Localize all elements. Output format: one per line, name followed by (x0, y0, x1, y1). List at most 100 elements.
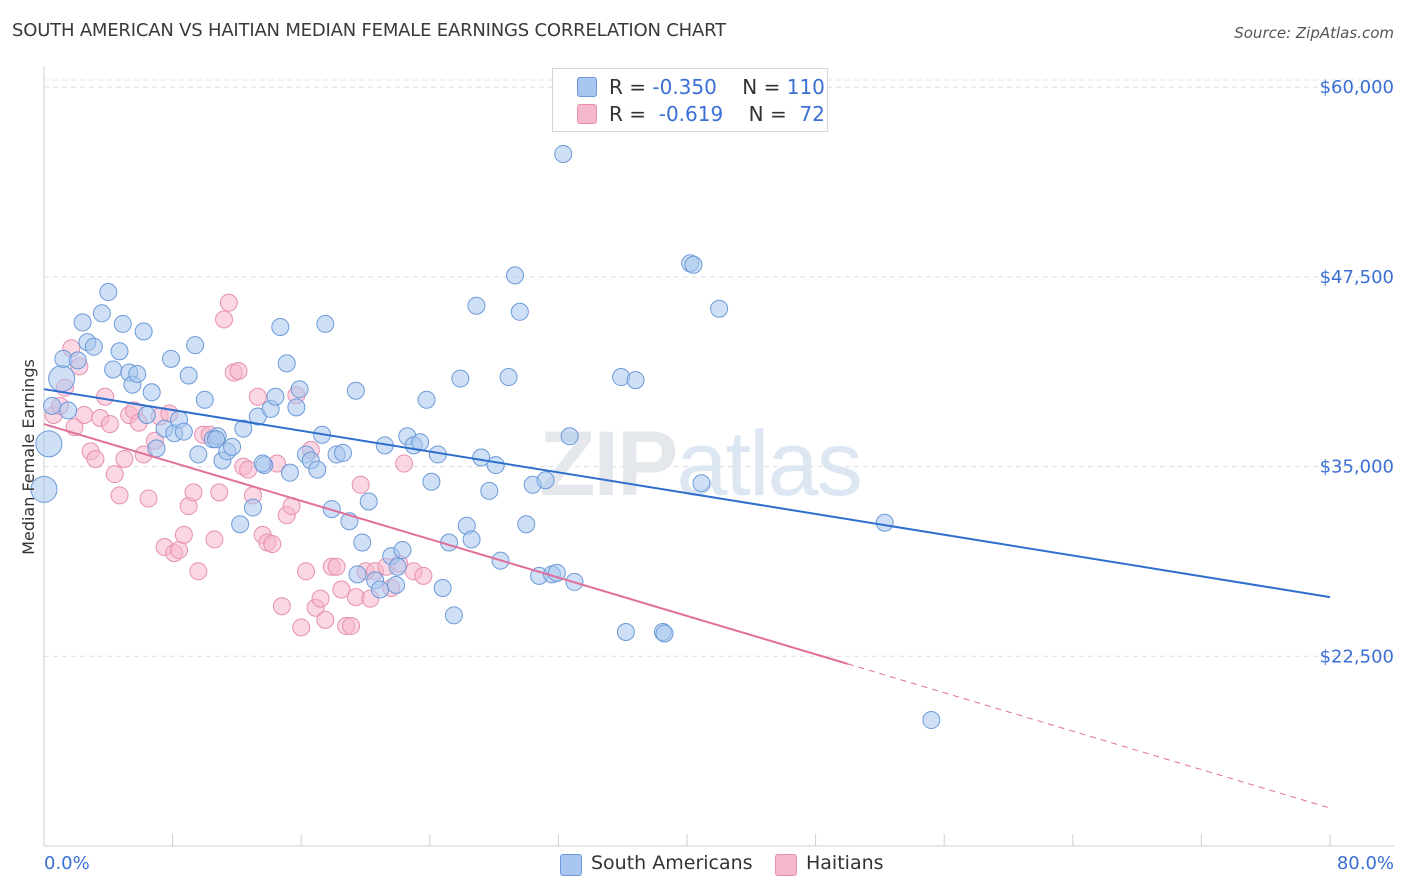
south-american-point (134, 322, 153, 341)
south-american-point (388, 557, 407, 576)
x-tick-label-max: 80.0% (1337, 853, 1394, 874)
south-american-point (616, 623, 635, 642)
south-american-point (207, 430, 226, 449)
south-american-point (387, 575, 406, 594)
south-american-point (223, 437, 242, 456)
south-american-point (243, 498, 262, 517)
haitian-point (327, 557, 346, 576)
south-american-point (147, 439, 166, 458)
legend-n-value: 110 (786, 75, 825, 99)
haitian-point (342, 616, 361, 635)
south-american-point (137, 405, 156, 424)
south-american-point (710, 299, 729, 318)
haitian-point (205, 530, 224, 549)
south-american-point (104, 360, 123, 379)
haitian-point (395, 454, 414, 473)
south-american-point (393, 541, 412, 560)
south-american-point (547, 563, 566, 582)
south-american-point (179, 366, 198, 385)
y-tick-label: $60,000 (1320, 77, 1394, 98)
south-american-point (612, 368, 631, 387)
south-american-point (35, 430, 63, 458)
legend-r-label: R = (609, 102, 647, 126)
legend-n-label: N = (742, 75, 781, 99)
south-american-point (353, 533, 372, 552)
haitian-point (272, 597, 291, 616)
haitian-point (170, 541, 189, 560)
south-american-point (253, 454, 272, 473)
south-american-point (517, 515, 536, 534)
haitian-point (311, 589, 330, 608)
south-american-point (280, 463, 299, 482)
south-american-point (472, 448, 491, 467)
south-american-point (231, 515, 250, 534)
south-american-point (467, 296, 486, 315)
south-american-point (110, 342, 129, 361)
watermark: ZIPatlas (539, 413, 860, 515)
south-american-point (266, 387, 285, 406)
south-american-point (30, 475, 58, 503)
haitian-point (110, 486, 129, 505)
legend-swatch-haitian (577, 104, 597, 124)
south-american-point (333, 443, 352, 462)
haitian-point (184, 483, 203, 502)
south-american-point (422, 472, 441, 491)
haitian-point (219, 293, 238, 312)
y-tick-labels: $22,500 $35,000 $47,500 $60,000 (1320, 77, 1394, 667)
bottom-legend-label: South Americans (591, 852, 753, 874)
south-american-point (536, 471, 555, 490)
south-american-point (316, 314, 335, 333)
south-american-point (290, 380, 309, 399)
legend-n-label: N = (748, 102, 787, 126)
haitian-trendline-extrapolated (847, 663, 1331, 809)
haitian-point (297, 562, 316, 581)
y-axis-title: Median Female Earnings (19, 359, 38, 555)
trendlines (43, 388, 1331, 809)
haitian-point (263, 534, 282, 553)
haitian-point (174, 525, 193, 544)
bottom-legend-swatch-haitians (775, 854, 797, 876)
y-tick-label: $35,000 (1320, 457, 1394, 478)
south-american-point (348, 565, 367, 584)
haitian-point (86, 450, 105, 468)
south-american-point (922, 711, 941, 730)
source-label: Source: ZipAtlas.com (1234, 24, 1394, 42)
haitian-point (215, 310, 234, 329)
south-american-point (692, 474, 711, 493)
south-american-point (684, 255, 703, 274)
south-american-point (271, 317, 290, 336)
legend-r-value: -0.350 (652, 75, 717, 99)
south-american-point (277, 354, 296, 373)
stats-legend: R = -0.350 N = 110 R = -0.619 N = 72 (552, 68, 828, 132)
south-american-point (59, 401, 78, 420)
south-american-point (875, 513, 894, 532)
haitian-point (100, 415, 119, 434)
haitian-point (189, 562, 208, 581)
chart-title: SOUTH AMERICAN VS HAITIAN MEDIAN FEMALE … (12, 20, 726, 41)
south-american-point (370, 580, 389, 599)
haitian-point (414, 566, 433, 585)
haitian-point (115, 450, 134, 468)
south-american-point (161, 349, 180, 368)
south-american-point (48, 365, 76, 393)
south-american-point (73, 313, 92, 332)
legend-r-label: R = (609, 75, 647, 99)
south-american-point (417, 390, 436, 409)
south-american-points (30, 144, 941, 730)
south-american-point (189, 445, 208, 464)
south-american-point (480, 481, 499, 500)
south-american-point (186, 336, 205, 355)
south-american-point (655, 624, 674, 643)
south-american-point (92, 304, 111, 323)
south-american-point (346, 381, 365, 400)
south-american-point (113, 314, 132, 333)
south-american-point (287, 398, 306, 417)
haitian-point (96, 387, 115, 406)
y-tick-label: $22,500 (1320, 646, 1394, 667)
haitian-trendline (43, 423, 849, 665)
south-american-point (99, 283, 118, 302)
south-american-point (359, 492, 378, 511)
south-american-point (499, 368, 518, 387)
haitian-point (210, 483, 229, 502)
